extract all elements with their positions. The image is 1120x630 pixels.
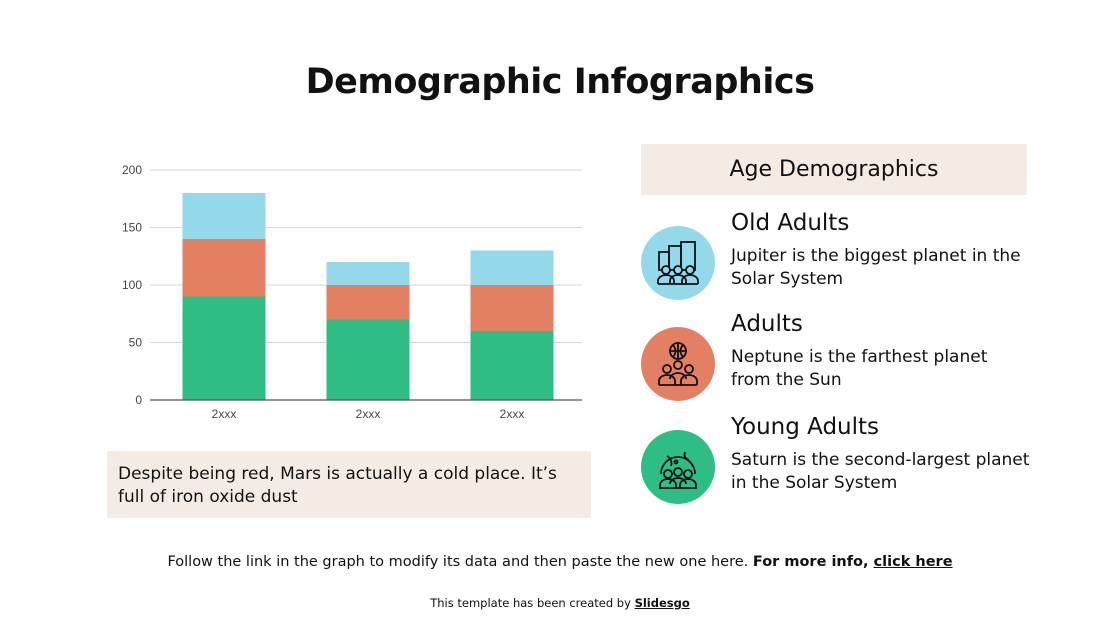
age-demographics-heading: Age Demographics <box>641 144 1027 195</box>
bar-segment <box>326 319 410 400</box>
item-title: Old Adults <box>731 210 850 236</box>
bar-segment <box>470 331 554 400</box>
globe-people-icon <box>641 327 715 401</box>
bar-segment <box>326 262 410 285</box>
page-title: Demographic Infographics <box>305 62 815 102</box>
footer-text: Follow the link in the graph to modify i… <box>167 554 753 570</box>
credit-text: This template has been created by <box>430 596 635 610</box>
stacked-bar-chart: 0 50 100 150 200 2xxx 2xxx 2xxx <box>122 163 582 421</box>
item-title: Young Adults <box>731 414 880 440</box>
footer-instructions: Follow the link in the graph to modify i… <box>0 554 1120 570</box>
item-text: Jupiter is the biggest planet in the Sol… <box>731 246 1021 289</box>
x-tick-label: 2xxx <box>212 407 237 421</box>
y-tick-label: 100 <box>122 278 142 292</box>
x-tick-label: 2xxx <box>356 407 381 421</box>
city-people-icon <box>641 226 715 300</box>
chart-note: Despite being red, Mars is actually a co… <box>107 451 591 518</box>
credit: This template has been created by Slides… <box>0 596 1120 610</box>
click-here-link[interactable]: click here <box>873 554 953 570</box>
y-tick-label: 0 <box>135 393 142 407</box>
bar-segment <box>470 285 554 331</box>
bar-segment <box>326 285 410 320</box>
bar-segment <box>470 250 554 285</box>
y-tick-label: 50 <box>129 336 143 350</box>
slidesgo-link[interactable]: Slidesgo <box>634 596 690 610</box>
footer-bold: For more info, <box>752 554 874 570</box>
y-tick-label: 150 <box>122 221 142 235</box>
item-text: Neptune is the farthest planet from the … <box>731 347 988 390</box>
bar-segment <box>182 296 266 400</box>
earth-people-icon <box>641 430 715 504</box>
y-tick-label: 200 <box>122 163 142 177</box>
x-tick-label: 2xxx <box>500 407 525 421</box>
item-text: Saturn is the second-largest planet in t… <box>731 450 1030 493</box>
bar-segment <box>182 239 266 297</box>
item-title: Adults <box>731 311 803 337</box>
bar-segment <box>182 193 266 239</box>
